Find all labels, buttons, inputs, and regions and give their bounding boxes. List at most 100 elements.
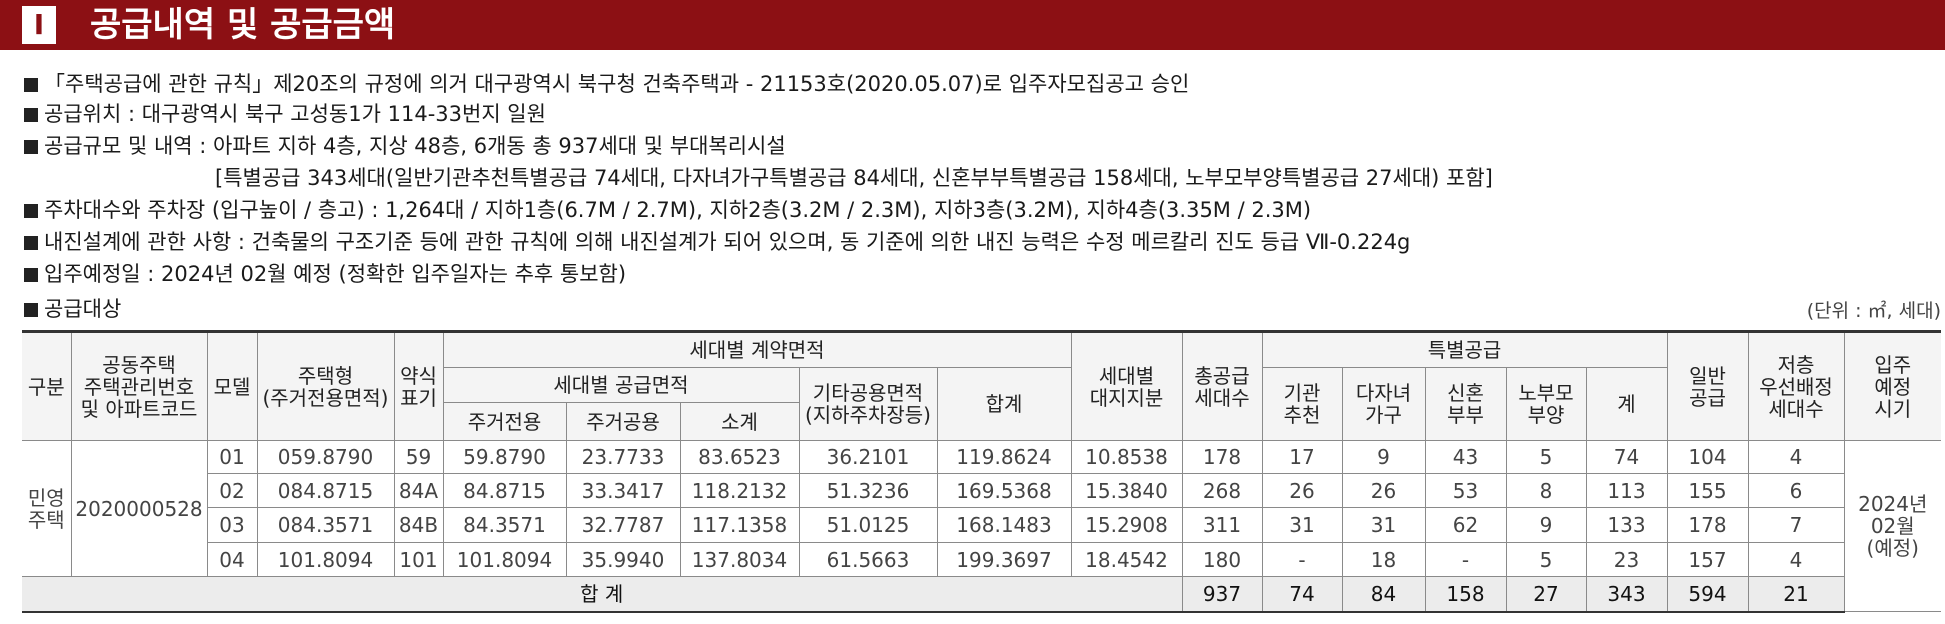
data-cell: 83.6523 (679, 440, 800, 474)
data-cell: 23.7733 (565, 440, 681, 474)
bullet-item: 내진설계에 관한 사항 : 건축물의 구조기준 등에 관한 규칙에 의해 내진설… (24, 228, 1410, 256)
data-cell: 15.3840 (1070, 473, 1183, 508)
data-cell: 36.2101 (798, 440, 938, 474)
data-cell: 180 (1181, 542, 1263, 577)
table-body: 민영 주택 2020000528 01 059.8790 59 59.8790 23.773… (22, 440, 1941, 613)
table-row: 민영 주택 2020000528 01 059.8790 59 59.8790 23.773… (22, 440, 1941, 612)
head-cell: 소계 (679, 402, 799, 441)
data-cell: 26 (1261, 473, 1343, 508)
data-cell: 15.2908 (1070, 507, 1183, 543)
supply-table: 구분 공동주택 주택관리번호 및 아파트코드 모델 주택형 (주거전용면적) 약… (22, 330, 1941, 613)
data-cell: 84.8715 (442, 473, 567, 508)
data-cell: - (1424, 542, 1507, 577)
total-label: 합 계 (22, 576, 1183, 613)
data-cell: 084.3571 (256, 507, 395, 543)
section-title: 공급내역 및 공급금액 (90, 5, 396, 45)
total-cell: 158 (1424, 576, 1507, 613)
head-cell: 세대별 공급면적 (443, 367, 800, 403)
bullet-item: 공급규모 및 내역 : 아파트 지하 4층, 지상 48층, 6개동 총 937… (24, 132, 786, 160)
total-row: 합 계 937 74 84 158 27 343 594 21 (22, 576, 1941, 613)
data-cell: 10.8538 (1070, 440, 1183, 474)
data-cell: 59.8790 (442, 440, 567, 474)
table-head: 구분 공동주택 주택관리번호 및 아파트코드 모델 주택형 (주거전용면적) 약… (22, 330, 1941, 441)
data-cell: 02 (207, 473, 258, 508)
head-cell: 공동주택 주택관리번호 및 아파트코드 (70, 330, 208, 441)
data-cell: 178 (1666, 507, 1749, 543)
data-cell: 51.0125 (798, 507, 938, 543)
head-cell: 합계 (936, 367, 1072, 441)
total-cell: 84 (1341, 576, 1426, 613)
data-cell: 5 (1505, 542, 1587, 577)
code-cell: 2020000528 (70, 440, 208, 577)
head-cell: 세대별 대지지분 (1070, 330, 1183, 441)
head-cell: 특별공급 (1261, 330, 1668, 368)
bullet-item: 공급대상 (24, 295, 121, 323)
head-cell: 주택형 (주거전용면적) (256, 330, 395, 441)
data-cell: 268 (1181, 473, 1263, 508)
data-cell: 199.3697 (936, 542, 1072, 577)
table-row: 04 101.8094 101 101.8094 35.9940 137.8034 61.5… (22, 542, 1941, 577)
head-cell: 세대별 계약면적 (442, 330, 1072, 368)
total-cell: 74 (1261, 576, 1343, 613)
head-cell: 약식 표기 (393, 330, 444, 441)
data-cell: 178 (1181, 440, 1263, 474)
head-cell: 입주 예정 시기 (1843, 330, 1941, 441)
data-cell: 61.5663 (798, 542, 938, 577)
data-cell: 169.5368 (936, 473, 1072, 508)
data-cell: 4 (1747, 440, 1845, 474)
data-cell: 168.1483 (936, 507, 1072, 543)
head-cell: 계 (1585, 367, 1667, 441)
head-cell: 노부모 부양 (1505, 367, 1587, 441)
data-cell: 9 (1505, 507, 1587, 543)
data-cell: 104 (1666, 440, 1749, 474)
section-number: Ⅰ (22, 6, 56, 44)
head-cell: 주거공용 (565, 402, 681, 441)
move-in-cell: 2024년 02월 (예정) (1843, 440, 1941, 612)
data-cell: 84B (393, 507, 444, 543)
bullet-item: 공급위치 : 대구광역시 북구 고성동1가 114-33번지 일원 (24, 100, 546, 128)
data-cell: 43 (1424, 440, 1507, 474)
data-cell: 311 (1181, 507, 1263, 543)
category-cell: 민영 주택 (22, 440, 72, 577)
head-cell: 신혼 부부 (1424, 367, 1507, 441)
data-cell: 53 (1424, 473, 1507, 508)
head-cell: 주거전용 (443, 402, 567, 441)
data-cell: - (1261, 542, 1343, 577)
data-cell: 157 (1666, 542, 1749, 577)
data-cell: 17 (1261, 440, 1343, 474)
total-cell: 343 (1585, 576, 1668, 613)
total-cell: 937 (1181, 576, 1263, 613)
data-cell: 33.3417 (565, 473, 681, 508)
data-cell: 31 (1261, 507, 1343, 543)
data-cell: 059.8790 (256, 440, 395, 474)
data-cell: 26 (1341, 473, 1426, 508)
data-cell: 5 (1505, 440, 1587, 474)
data-cell: 117.1358 (679, 507, 800, 543)
data-cell: 155 (1666, 473, 1749, 508)
data-cell: 23 (1585, 542, 1668, 577)
head-cell: 구분 (22, 330, 72, 441)
data-cell: 6 (1747, 473, 1844, 508)
head-cell: 일반 공급 (1666, 330, 1749, 441)
data-cell: 101.8094 (256, 542, 395, 577)
data-cell: 18.4542 (1070, 542, 1183, 577)
data-cell: 84A (393, 473, 444, 508)
data-cell: 119.8624 (936, 440, 1072, 474)
data-cell: 8 (1505, 473, 1587, 508)
data-cell: 101.8094 (442, 542, 567, 577)
data-cell: 101 (393, 542, 444, 577)
bullet-detail: [특별공급 343세대(일반기관추천특별공급 74세대, 다자녀가구특별공급 8… (215, 166, 1493, 190)
data-cell: 03 (207, 507, 258, 543)
data-cell: 62 (1424, 507, 1507, 543)
data-cell: 133 (1585, 507, 1668, 543)
data-cell: 118.2132 (679, 473, 800, 508)
data-cell: 74 (1585, 440, 1668, 474)
head-cell: 다자녀 가구 (1341, 367, 1426, 441)
total-cell: 594 (1666, 576, 1749, 613)
data-cell: 31 (1341, 507, 1426, 543)
bullet-item: 입주예정일 : 2024년 02월 예정 (정확한 입주일자는 추후 통보함) (24, 260, 626, 288)
data-cell: 4 (1747, 542, 1844, 577)
data-cell: 51.3236 (798, 473, 938, 508)
